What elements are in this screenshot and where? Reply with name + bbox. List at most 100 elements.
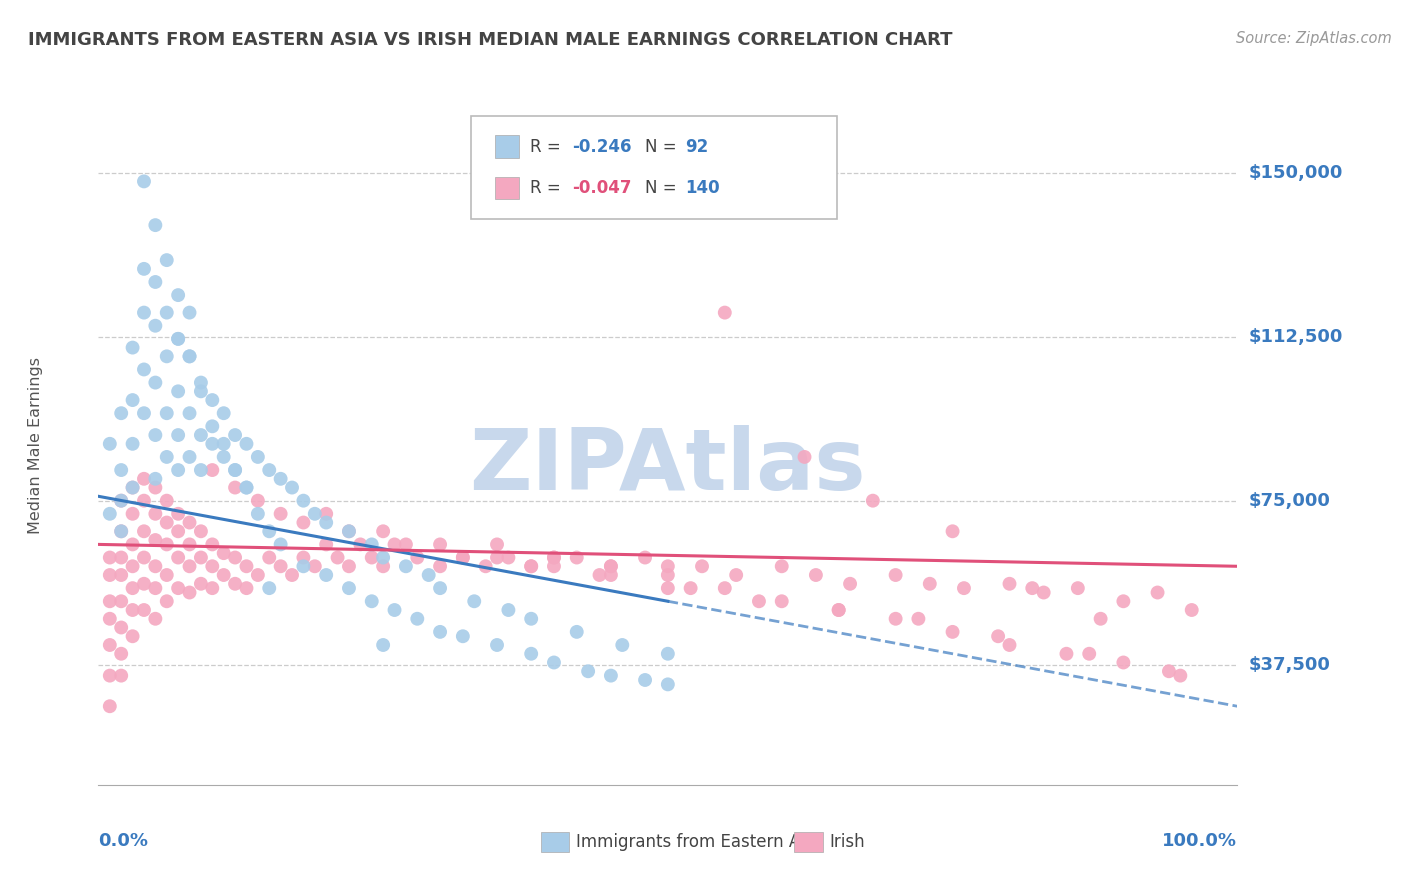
Point [156, 450, 179, 464]
Point [98, 550, 121, 565]
Point [520, 559, 543, 574]
Point [1021, 581, 1043, 595]
Point [429, 581, 451, 595]
Point [156, 516, 179, 530]
Point [520, 612, 543, 626]
Point [406, 550, 429, 565]
Point [156, 537, 179, 551]
Point [292, 550, 315, 565]
Point [145, 218, 167, 232]
Point [565, 624, 588, 639]
Point [121, 507, 143, 521]
Point [907, 612, 929, 626]
Point [612, 638, 634, 652]
Point [98, 638, 121, 652]
Point [770, 594, 793, 608]
Point [121, 393, 143, 408]
Point [395, 559, 418, 574]
Point [1157, 665, 1180, 679]
Point [259, 550, 281, 565]
Point [259, 463, 281, 477]
Point [98, 594, 121, 608]
Point [201, 559, 224, 574]
Point [121, 603, 143, 617]
Text: Source: ZipAtlas.com: Source: ZipAtlas.com [1236, 31, 1392, 46]
Point [520, 559, 543, 574]
Point [884, 612, 907, 626]
Point [167, 288, 190, 302]
Point [110, 524, 132, 539]
Point [543, 559, 565, 574]
Point [793, 450, 815, 464]
Point [179, 516, 201, 530]
Point [371, 638, 394, 652]
Text: ZIPAtlas: ZIPAtlas [470, 425, 866, 508]
Point [429, 537, 451, 551]
Point [429, 624, 451, 639]
Point [167, 332, 190, 346]
Point [360, 537, 382, 551]
Point [1032, 585, 1054, 599]
Point [429, 559, 451, 574]
Point [337, 524, 360, 539]
Point [110, 550, 132, 565]
Point [145, 481, 167, 495]
Point [132, 493, 155, 508]
Point [292, 493, 315, 508]
Point [110, 524, 132, 539]
Point [292, 516, 315, 530]
Point [371, 559, 394, 574]
Point [884, 568, 907, 582]
Point [463, 594, 485, 608]
Point [418, 568, 440, 582]
Point [110, 406, 132, 420]
Point [132, 261, 155, 276]
Text: 0.0%: 0.0% [98, 832, 149, 850]
Point [451, 629, 474, 643]
Point [1054, 647, 1078, 661]
Point [828, 603, 851, 617]
Point [156, 305, 179, 319]
Point [862, 493, 884, 508]
Point [132, 603, 155, 617]
Point [349, 537, 371, 551]
Point [190, 524, 212, 539]
Point [201, 581, 224, 595]
Point [270, 472, 292, 486]
Point [145, 318, 167, 333]
Point [953, 581, 976, 595]
Point [690, 559, 713, 574]
Point [600, 559, 623, 574]
Point [486, 550, 509, 565]
Point [498, 603, 520, 617]
Point [132, 174, 155, 188]
Point [201, 463, 224, 477]
Point [588, 568, 610, 582]
Point [714, 581, 737, 595]
Point [167, 384, 190, 399]
Point [201, 537, 224, 551]
Point [1090, 612, 1112, 626]
Point [498, 550, 520, 565]
Point [167, 428, 190, 442]
Point [224, 428, 246, 442]
Point [600, 668, 623, 682]
Point [725, 568, 748, 582]
Point [998, 638, 1021, 652]
Point [543, 550, 565, 565]
Point [600, 568, 623, 582]
Point [360, 594, 382, 608]
Point [315, 568, 337, 582]
Point [179, 537, 201, 551]
Point [190, 428, 212, 442]
Point [156, 253, 179, 268]
Text: IMMIGRANTS FROM EASTERN ASIA VS IRISH MEDIAN MALE EARNINGS CORRELATION CHART: IMMIGRANTS FROM EASTERN ASIA VS IRISH ME… [28, 31, 953, 49]
Point [167, 332, 190, 346]
Point [121, 537, 143, 551]
Point [179, 559, 201, 574]
Point [121, 629, 143, 643]
Text: -0.047: -0.047 [572, 179, 631, 197]
Point [315, 507, 337, 521]
Point [474, 559, 496, 574]
Point [121, 481, 143, 495]
